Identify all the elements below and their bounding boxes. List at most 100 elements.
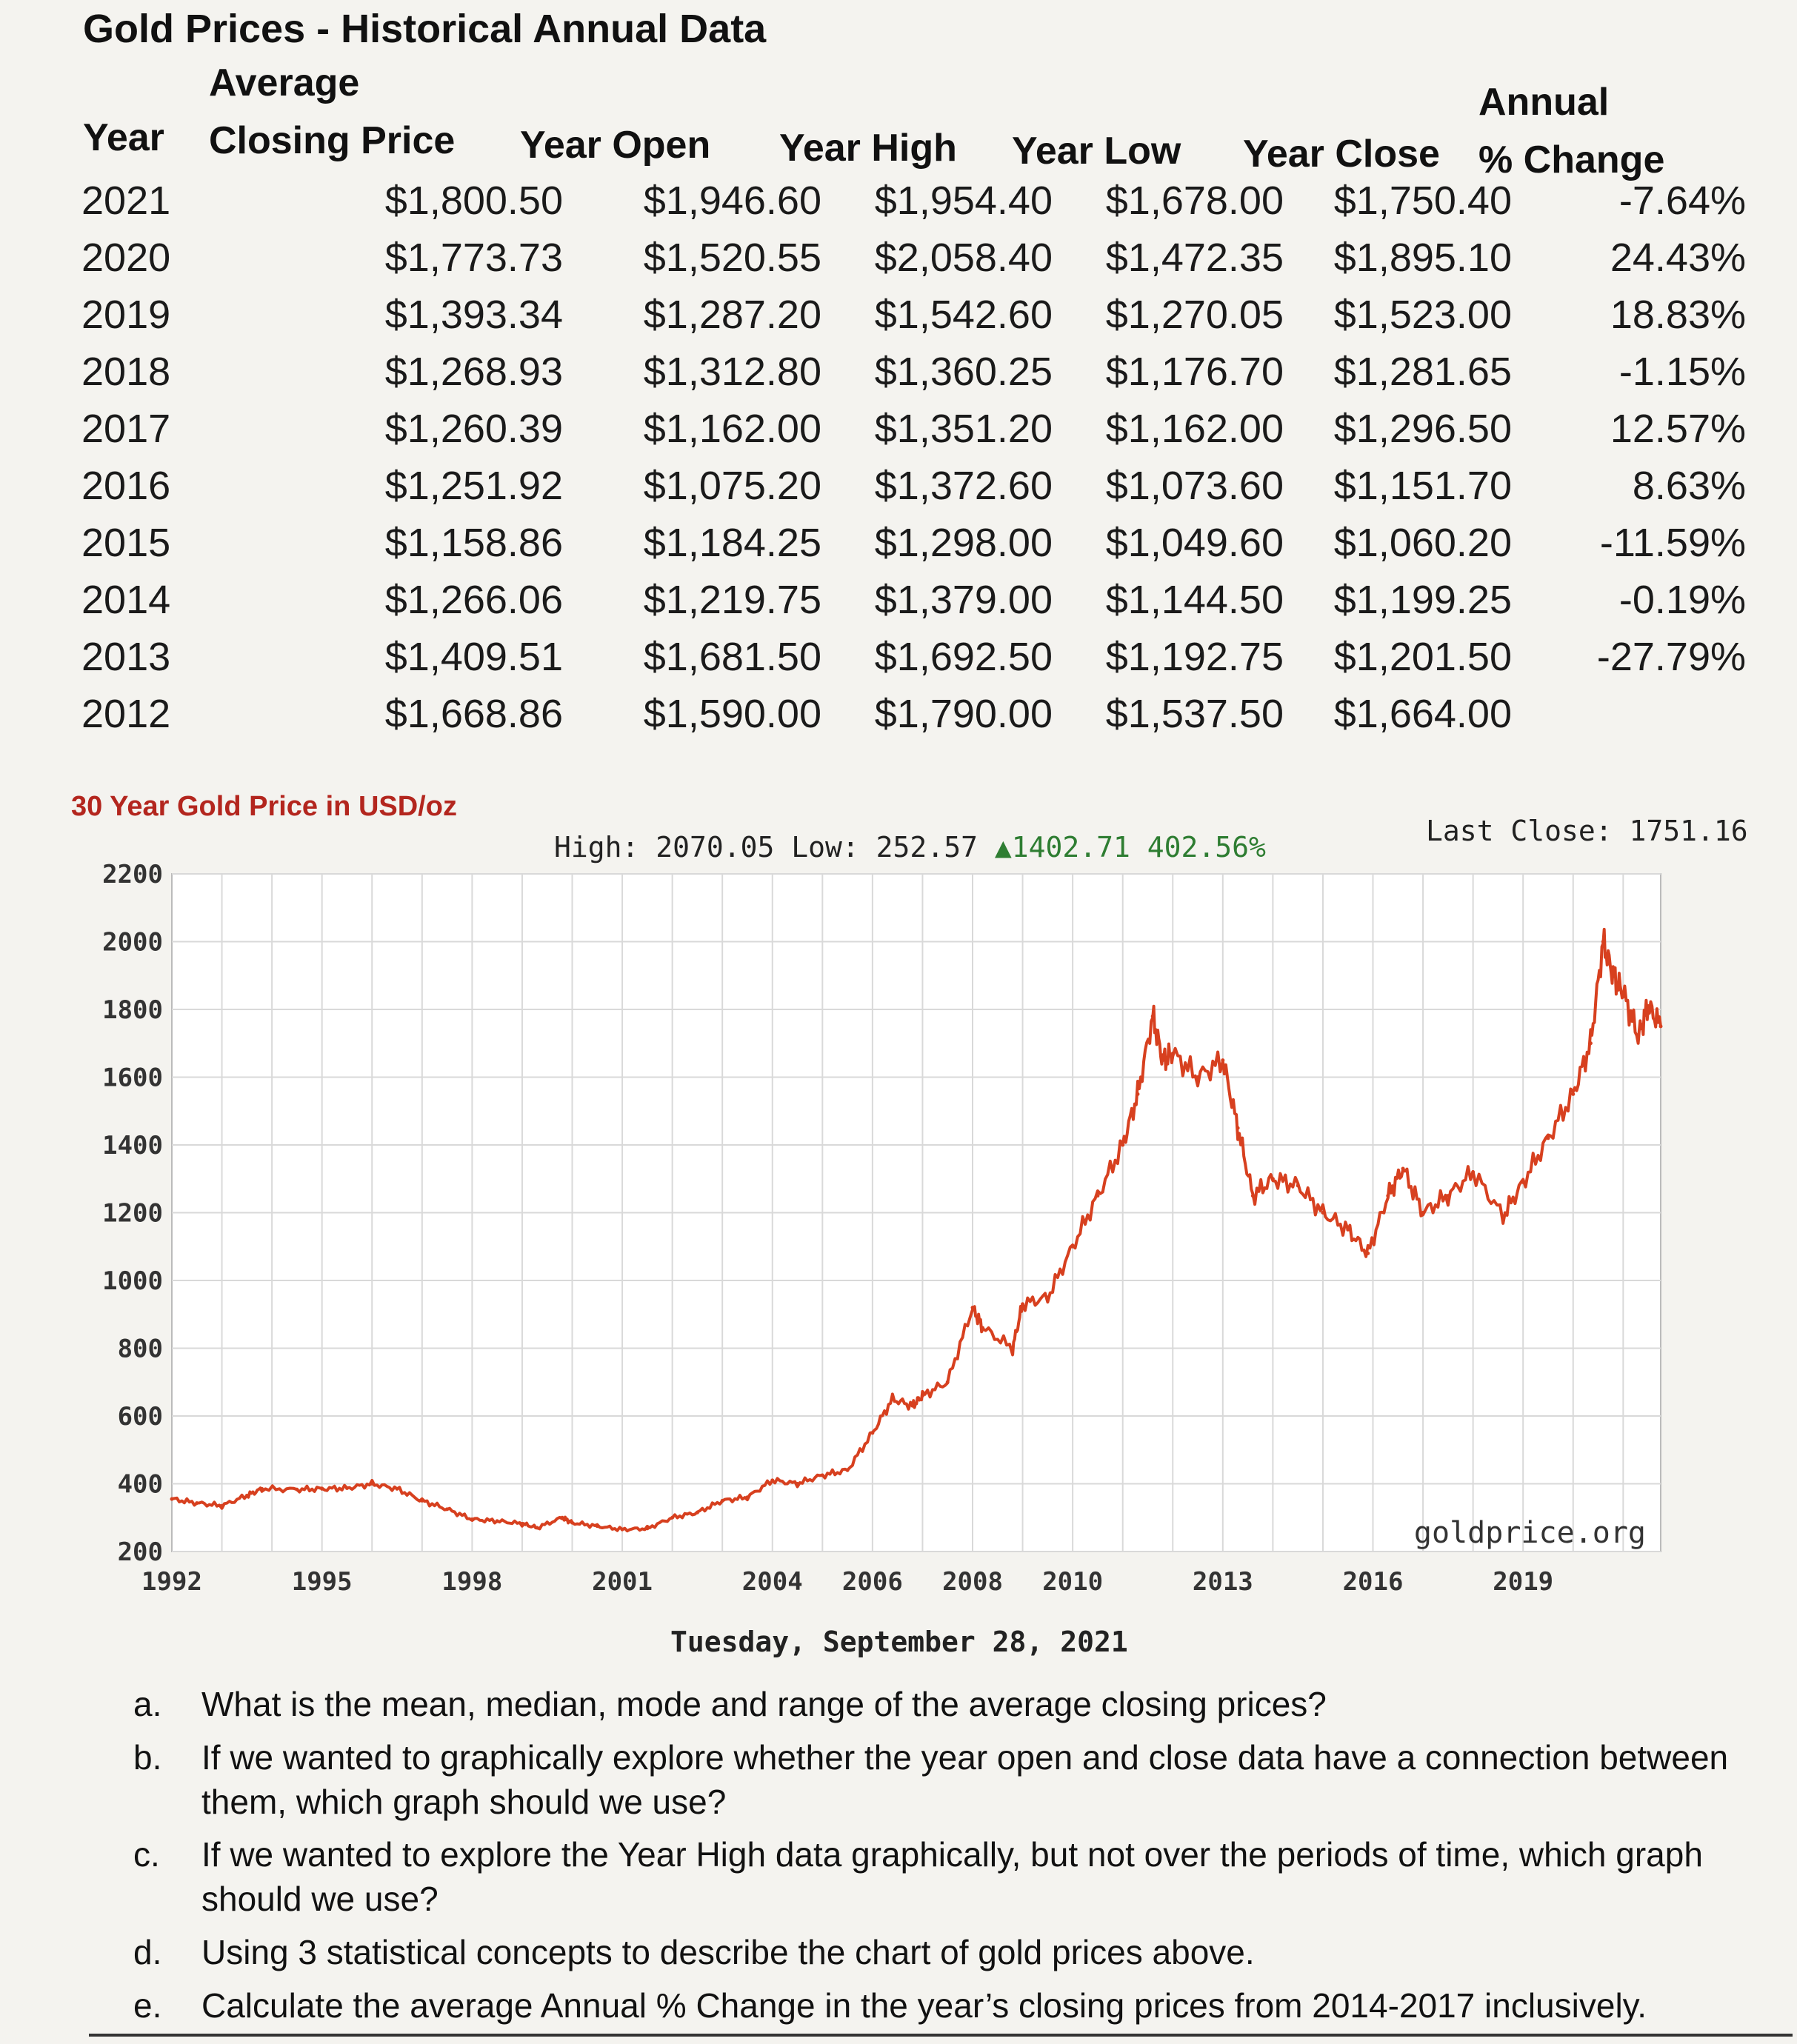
x-tick-label: 1998 xyxy=(441,1567,502,1597)
cell-close: $1,296.50 xyxy=(1333,406,1512,451)
data-point xyxy=(920,1394,924,1398)
header-year-high: Year High xyxy=(779,127,957,170)
table-row: 2013 $1,409.51 $1,681.50 $1,692.50 $1,192.75… xyxy=(81,628,1746,685)
cell-avg: $1,800.50 xyxy=(384,178,563,223)
header-year: Year xyxy=(83,116,164,159)
data-point xyxy=(1588,1041,1593,1046)
table-row: 2016 $1,251.92 $1,075.20 $1,372.60 $1,073.60… xyxy=(81,457,1746,514)
data-point xyxy=(1501,1214,1505,1218)
data-point xyxy=(344,1486,349,1490)
cell-close: $1,151.70 xyxy=(1333,463,1512,508)
question-label: c. xyxy=(133,1835,160,1874)
data-point xyxy=(890,1397,895,1401)
data-point xyxy=(1321,1211,1325,1215)
data-point xyxy=(560,1515,564,1520)
cell-close: $1,060.20 xyxy=(1333,520,1512,565)
gold-price-table: 2021 $1,800.50 $1,946.60 $1,954.40 $1,678.00… xyxy=(81,172,1746,742)
cell-avg: $1,260.39 xyxy=(384,406,563,451)
cell-open: $1,520.55 xyxy=(643,235,821,280)
cell-change: 8.63% xyxy=(1632,463,1746,508)
cell-change: -27.79% xyxy=(1596,634,1746,679)
cell-high: $2,058.40 xyxy=(874,235,1053,280)
data-point xyxy=(445,1507,450,1512)
data-point xyxy=(620,1527,624,1532)
cell-year: 2018 xyxy=(81,349,171,394)
data-point xyxy=(1471,1170,1476,1175)
cell-change: -0.19% xyxy=(1618,577,1746,622)
cell-year: 2017 xyxy=(81,406,171,451)
cell-change: -11.59% xyxy=(1599,520,1746,565)
cell-high: $1,542.60 xyxy=(874,292,1053,337)
cell-high: $1,360.25 xyxy=(874,349,1053,394)
data-point xyxy=(220,1503,224,1508)
cell-close: $1,750.40 xyxy=(1333,178,1512,223)
cell-avg: $1,393.34 xyxy=(384,292,563,337)
cell-low: $1,176.70 xyxy=(1105,349,1284,394)
cell-open: $1,312.80 xyxy=(643,349,821,394)
cell-avg: $1,268.93 xyxy=(384,349,563,394)
y-tick-label: 1600 xyxy=(102,1063,163,1093)
data-point xyxy=(195,1501,199,1506)
data-point xyxy=(1010,1346,1015,1350)
table-row: 2019 $1,393.34 $1,287.20 $1,542.60 $1,270.05… xyxy=(81,286,1746,343)
cell-open: $1,946.60 xyxy=(643,178,821,223)
x-tick-label: 1995 xyxy=(292,1567,353,1597)
data-point xyxy=(520,1521,524,1526)
cell-low: $1,270.05 xyxy=(1105,292,1284,337)
question-text: If we wanted to graphically explore whet… xyxy=(201,1737,1729,1821)
data-point xyxy=(395,1486,399,1491)
data-point xyxy=(244,1494,249,1498)
cell-change: 24.43% xyxy=(1610,235,1746,280)
cell-high: $1,954.40 xyxy=(874,178,1053,223)
cell-open: $1,075.20 xyxy=(643,463,821,508)
data-point xyxy=(1658,1024,1663,1029)
question-item: b. If we wanted to graphically explore wh… xyxy=(133,1736,1778,1825)
table-row: 2018 $1,268.93 $1,312.80 $1,360.25 $1,176.70… xyxy=(81,343,1746,400)
gold-price-chart: 200 400 600 800 1000 1200 1400 1600 1800 2000 2200… xyxy=(102,860,1663,1597)
data-point xyxy=(695,1510,699,1514)
question-label: e. xyxy=(133,1985,162,2025)
cell-change: 18.83% xyxy=(1610,292,1746,337)
data-point xyxy=(981,1326,985,1330)
cell-avg: $1,251.92 xyxy=(384,463,563,508)
data-point xyxy=(1366,1251,1370,1255)
header-annual-line2: % Change xyxy=(1478,138,1665,181)
data-point xyxy=(535,1526,539,1530)
y-tick-label: 600 xyxy=(118,1402,163,1432)
cell-close: $1,664.00 xyxy=(1333,691,1512,736)
cell-avg: $1,668.86 xyxy=(384,691,563,736)
cell-close: $1,895.10 xyxy=(1333,235,1512,280)
data-point xyxy=(1521,1180,1525,1184)
cell-change xyxy=(1512,685,1746,742)
data-point xyxy=(745,1495,750,1500)
data-point xyxy=(260,1486,264,1491)
x-tick-label: 2001 xyxy=(592,1567,653,1597)
cell-change: -7.64% xyxy=(1618,178,1746,223)
header-year-low: Year Low xyxy=(1012,130,1181,173)
cell-low: $1,192.75 xyxy=(1105,634,1284,679)
data-point xyxy=(1150,1014,1155,1018)
y-tick-label: 200 xyxy=(118,1537,163,1567)
data-point xyxy=(1421,1211,1425,1215)
data-point xyxy=(720,1498,724,1503)
chart-change: ▲1402.71 402.56% xyxy=(994,831,1266,864)
chart-stats: High: 2070.05 Low: 252.57 ▲1402.71 402.5… xyxy=(554,831,1266,864)
data-point xyxy=(420,1498,424,1503)
cell-change: -1.15% xyxy=(1618,349,1746,394)
question-label: d. xyxy=(133,1932,162,1971)
y-tick-label: 800 xyxy=(118,1335,163,1364)
header-year-open: Year Open xyxy=(520,124,711,167)
cell-low: $1,678.00 xyxy=(1105,178,1284,223)
cell-close: $1,199.25 xyxy=(1333,577,1512,622)
y-tick-label: 1400 xyxy=(102,1131,163,1160)
question-text: What is the mean, median, mode and range… xyxy=(201,1685,1327,1723)
question-item: d. Using 3 statistical concepts to descri… xyxy=(133,1931,1778,1975)
data-point xyxy=(945,1380,950,1384)
cell-low: $1,537.50 xyxy=(1105,691,1284,736)
cell-year: 2013 xyxy=(81,634,171,679)
question-text: Calculate the average Annual % Change in… xyxy=(201,1985,1647,2025)
data-point xyxy=(1161,1058,1165,1063)
data-point xyxy=(1646,1003,1650,1008)
chart-date: Tuesday, September 28, 2021 xyxy=(670,1626,1128,1658)
data-point xyxy=(595,1524,599,1529)
